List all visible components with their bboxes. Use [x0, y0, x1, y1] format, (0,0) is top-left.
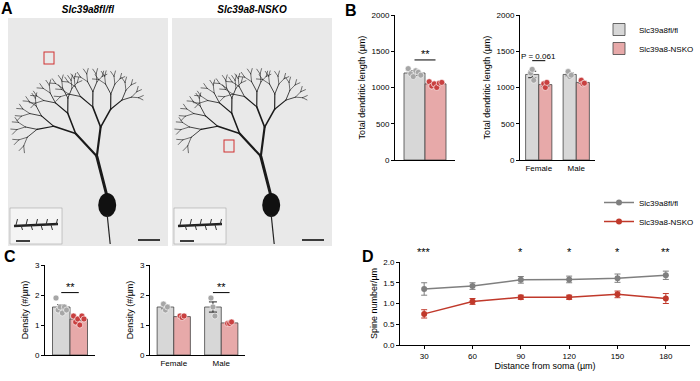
svg-text:500: 500: [376, 120, 390, 129]
svg-text:120: 120: [562, 352, 576, 361]
svg-text:B: B: [345, 2, 357, 19]
svg-text:Slc39a8fl/fl: Slc39a8fl/fl: [639, 26, 678, 35]
svg-text:150: 150: [611, 352, 625, 361]
svg-text:Slc39a8-NSKO: Slc39a8-NSKO: [639, 218, 693, 227]
svg-text:**: **: [421, 48, 430, 60]
svg-text:1: 1: [140, 321, 145, 330]
svg-text:2000: 2000: [372, 11, 390, 20]
svg-text:0: 0: [35, 351, 40, 360]
svg-text:2: 2: [35, 291, 40, 300]
svg-text:Slc39a8-NSKO: Slc39a8-NSKO: [217, 4, 287, 15]
svg-text:Male: Male: [213, 359, 231, 368]
svg-text:D: D: [362, 248, 374, 265]
svg-text:Density (#/µm): Density (#/µm): [125, 281, 135, 340]
svg-text:1500: 1500: [372, 47, 390, 56]
svg-text:*: *: [518, 246, 523, 258]
svg-text:**: **: [661, 246, 670, 258]
svg-text:30: 30: [420, 352, 429, 361]
svg-text:500: 500: [501, 120, 515, 129]
svg-text:0: 0: [140, 351, 145, 360]
svg-text:Total dendritic length (µm): Total dendritic length (µm): [357, 36, 367, 140]
svg-text:Male: Male: [568, 164, 586, 173]
svg-text:Spine number/µm: Spine number/µm: [369, 268, 379, 339]
svg-text:1500: 1500: [497, 47, 515, 56]
svg-text:0.5: 0.5: [383, 320, 395, 329]
svg-text:Total dendritic length (µm): Total dendritic length (µm): [482, 36, 492, 140]
svg-text:Female: Female: [160, 359, 187, 368]
svg-text:*: *: [567, 246, 572, 258]
svg-text:180: 180: [659, 352, 673, 361]
svg-text:3: 3: [140, 261, 145, 270]
svg-text:A: A: [1, 0, 13, 17]
svg-text:Density (#/µm): Density (#/µm): [20, 281, 30, 340]
svg-text:3: 3: [35, 261, 40, 270]
svg-text:2000: 2000: [497, 11, 515, 20]
svg-text:Distance from soma (µm): Distance from soma (µm): [494, 361, 595, 371]
svg-text:Slc39a8-NSKO: Slc39a8-NSKO: [639, 45, 693, 54]
svg-text:*: *: [615, 246, 620, 258]
svg-text:1: 1: [35, 321, 40, 330]
svg-text:Female: Female: [525, 164, 552, 173]
svg-text:C: C: [4, 248, 16, 265]
svg-text:90: 90: [516, 352, 525, 361]
svg-text:1000: 1000: [372, 83, 390, 92]
svg-text:Slc39a8fl/fl: Slc39a8fl/fl: [639, 199, 678, 208]
svg-text:P = 0.061: P = 0.061: [521, 52, 556, 61]
svg-text:Slc39a8fl/fl: Slc39a8fl/fl: [62, 4, 114, 15]
svg-text:***: ***: [417, 246, 431, 258]
svg-text:1000: 1000: [497, 83, 515, 92]
svg-text:0.0: 0.0: [383, 341, 395, 350]
svg-text:1.0: 1.0: [383, 299, 395, 308]
svg-text:0: 0: [510, 156, 515, 165]
svg-text:0: 0: [385, 156, 390, 165]
svg-text:2: 2: [140, 291, 145, 300]
svg-text:**: **: [66, 281, 75, 293]
svg-text:2.0: 2.0: [383, 258, 395, 267]
svg-text:1.5: 1.5: [383, 279, 395, 288]
svg-text:60: 60: [468, 352, 477, 361]
svg-text:**: **: [217, 281, 226, 293]
